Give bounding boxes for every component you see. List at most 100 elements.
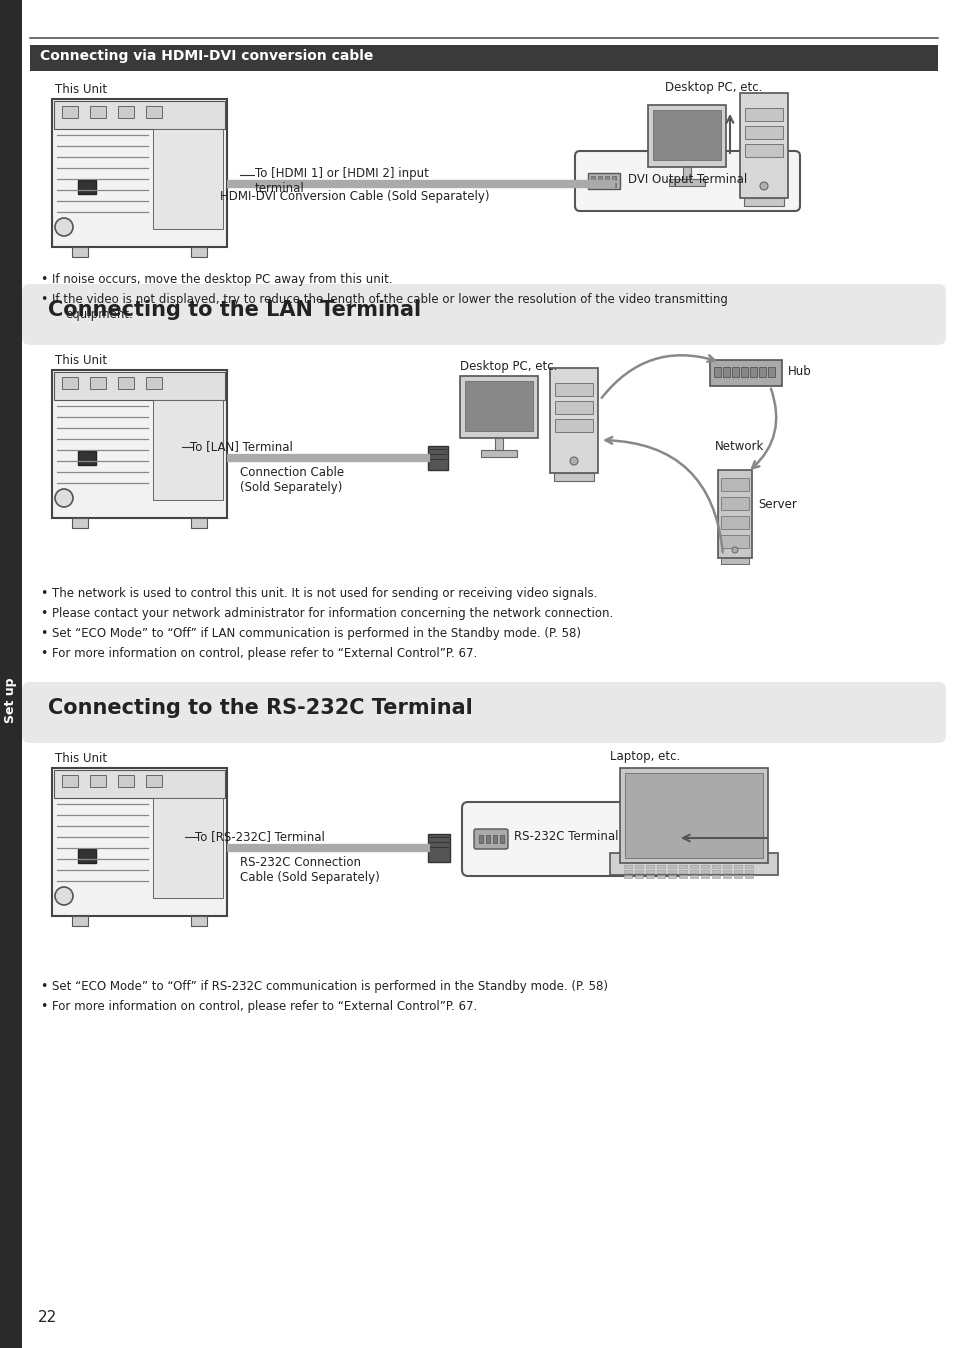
Bar bbox=[54, 101, 225, 129]
Bar bbox=[744, 144, 782, 156]
Bar bbox=[153, 798, 223, 898]
Bar bbox=[78, 452, 96, 465]
Bar bbox=[604, 183, 608, 187]
Bar bbox=[667, 869, 676, 874]
Bar bbox=[744, 869, 752, 874]
Text: The network is used to control this unit. It is not used for sending or receivin: The network is used to control this unit… bbox=[52, 586, 597, 600]
Bar bbox=[555, 400, 593, 414]
Text: For more information on control, please refer to “External Control”P. 67.: For more information on control, please … bbox=[52, 647, 476, 661]
Bar bbox=[62, 377, 78, 390]
Text: •: • bbox=[40, 586, 48, 600]
Bar bbox=[459, 376, 537, 438]
Text: If noise occurs, move the desktop PC away from this unit.: If noise occurs, move the desktop PC awa… bbox=[52, 274, 393, 286]
Text: Server: Server bbox=[758, 497, 796, 511]
Bar bbox=[495, 438, 502, 450]
Bar bbox=[689, 875, 698, 878]
Text: Connection Cable: Connection Cable bbox=[240, 466, 344, 479]
FancyBboxPatch shape bbox=[22, 284, 945, 345]
Bar bbox=[744, 875, 752, 878]
Bar bbox=[657, 869, 664, 874]
Bar bbox=[78, 181, 96, 194]
Bar bbox=[550, 368, 598, 473]
Bar bbox=[720, 558, 748, 563]
Bar bbox=[554, 473, 594, 481]
Text: Network: Network bbox=[714, 439, 763, 453]
Text: Connecting via HDMI-DVI conversion cable: Connecting via HDMI-DVI conversion cable bbox=[40, 49, 373, 63]
Circle shape bbox=[55, 887, 73, 905]
FancyBboxPatch shape bbox=[22, 682, 945, 743]
Text: Hub: Hub bbox=[787, 365, 811, 377]
Bar bbox=[493, 834, 497, 842]
Bar bbox=[767, 367, 774, 377]
Bar bbox=[667, 875, 676, 878]
Bar bbox=[78, 849, 96, 864]
FancyBboxPatch shape bbox=[461, 802, 683, 876]
Bar bbox=[428, 446, 448, 470]
Bar bbox=[623, 865, 631, 868]
Bar bbox=[90, 377, 106, 390]
Bar bbox=[740, 93, 787, 198]
Bar bbox=[428, 834, 450, 861]
Text: HDMI-DVI Conversion Cable (Sold Separately): HDMI-DVI Conversion Cable (Sold Separate… bbox=[220, 190, 489, 204]
Bar bbox=[711, 865, 720, 868]
Bar bbox=[689, 865, 698, 868]
Text: •: • bbox=[40, 647, 48, 661]
Bar bbox=[52, 369, 227, 518]
Bar bbox=[598, 183, 601, 187]
Bar bbox=[709, 360, 781, 386]
Bar bbox=[62, 106, 78, 119]
Bar bbox=[153, 129, 223, 229]
Bar bbox=[478, 834, 482, 842]
Bar bbox=[191, 917, 207, 926]
Text: To [LAN] Terminal: To [LAN] Terminal bbox=[190, 439, 293, 453]
Bar bbox=[647, 105, 725, 167]
Text: Set “ECO Mode” to “Off” if RS-232C communication is performed in the Standby mod: Set “ECO Mode” to “Off” if RS-232C commu… bbox=[52, 980, 607, 993]
Text: •: • bbox=[40, 980, 48, 993]
Text: This Unit: This Unit bbox=[55, 752, 107, 766]
FancyBboxPatch shape bbox=[575, 151, 800, 212]
Bar bbox=[759, 367, 765, 377]
Bar bbox=[645, 869, 654, 874]
Bar bbox=[146, 377, 162, 390]
Text: If the video is not displayed, try to reduce the length of the cable or lower th: If the video is not displayed, try to re… bbox=[52, 293, 727, 306]
Bar bbox=[700, 865, 708, 868]
Bar bbox=[679, 869, 686, 874]
Bar bbox=[731, 367, 739, 377]
Text: •: • bbox=[40, 607, 48, 620]
Bar bbox=[718, 470, 751, 558]
Bar bbox=[480, 450, 517, 457]
Bar bbox=[90, 775, 106, 787]
Text: Desktop PC, etc.: Desktop PC, etc. bbox=[459, 360, 557, 373]
Bar bbox=[623, 869, 631, 874]
Text: To [HDMI 1] or [HDMI 2] input: To [HDMI 1] or [HDMI 2] input bbox=[254, 167, 429, 181]
Bar bbox=[635, 875, 642, 878]
Bar bbox=[612, 177, 616, 181]
Bar bbox=[668, 179, 704, 186]
Bar bbox=[733, 875, 741, 878]
Text: •: • bbox=[40, 274, 48, 286]
Text: •: • bbox=[40, 1000, 48, 1012]
Text: •: • bbox=[40, 627, 48, 640]
Bar bbox=[689, 869, 698, 874]
Bar bbox=[749, 367, 757, 377]
Bar bbox=[743, 198, 783, 206]
Bar bbox=[679, 875, 686, 878]
Text: DVI Output Terminal: DVI Output Terminal bbox=[627, 173, 746, 186]
Bar bbox=[609, 853, 778, 875]
Circle shape bbox=[55, 489, 73, 507]
Bar bbox=[619, 768, 767, 863]
Text: Desktop PC, etc.: Desktop PC, etc. bbox=[664, 81, 761, 94]
Bar bbox=[590, 183, 595, 187]
Text: RS-232C Connection: RS-232C Connection bbox=[240, 856, 360, 869]
Bar bbox=[30, 44, 937, 71]
Bar bbox=[590, 177, 595, 181]
Bar bbox=[720, 479, 748, 491]
Bar bbox=[71, 518, 88, 528]
Bar bbox=[90, 106, 106, 119]
Text: Set up: Set up bbox=[5, 677, 17, 723]
Circle shape bbox=[760, 182, 767, 190]
Bar bbox=[624, 772, 762, 857]
Bar bbox=[62, 775, 78, 787]
Text: (Sold Separately): (Sold Separately) bbox=[240, 481, 342, 493]
Bar bbox=[153, 400, 223, 500]
